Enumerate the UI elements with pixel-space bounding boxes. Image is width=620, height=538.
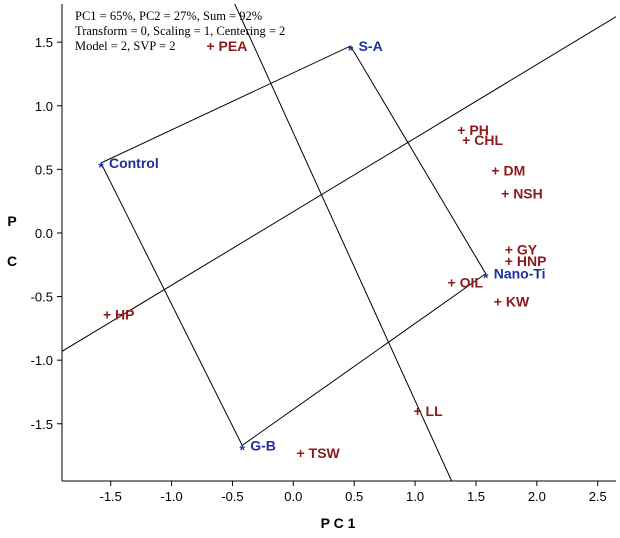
point-marker-s-a: * — [348, 42, 354, 58]
point-label-kw: KW — [506, 294, 530, 310]
x-tick-label: 1.0 — [406, 489, 424, 504]
point-label-control: Control — [109, 155, 159, 171]
x-tick-label: -0.5 — [221, 489, 243, 504]
point-label-tsw: TSW — [309, 445, 341, 461]
x-tick-label: -1.0 — [160, 489, 182, 504]
y-tick-label: -1.0 — [31, 353, 53, 368]
point-label-hp: HP — [115, 306, 134, 322]
point-marker-tsw: + — [297, 445, 305, 461]
y-axis-title-line-2: C — [7, 253, 17, 269]
y-axis: -1.5 -1.0 -0.5 0.0 0.5 1.0 1.5 — [31, 4, 63, 481]
x-axis: -1.5 -1.0 -0.5 0.0 0.5 1.0 1.5 2.0 2.5 — [62, 480, 616, 504]
point-marker-chl: + — [462, 132, 470, 148]
point-marker-pea: + — [206, 38, 214, 54]
info-line-1: PC1 = 65%, PC2 = 27%, Sum = 92% — [75, 9, 262, 23]
data-points: * S-A* Control* Nano-Ti* G-B+ PEA+ PH+ CHL+ DM+ N… — [98, 38, 546, 461]
y-tick-label: 1.0 — [35, 99, 53, 114]
y-tick-label: 1.5 — [35, 35, 53, 50]
y-axis-title: P C — [7, 213, 17, 269]
point-label-chl: CHL — [474, 132, 503, 148]
info-line-2: Transform = 0, Scaling = 1, Centering = … — [75, 24, 285, 38]
point-label-ll: LL — [426, 403, 444, 419]
guide-line-1 — [62, 16, 616, 352]
x-tick-label: 0.5 — [345, 489, 363, 504]
x-tick-label: 0.0 — [284, 489, 302, 504]
point-marker-ph: + — [457, 122, 465, 138]
y-tick-label: -1.5 — [31, 417, 53, 432]
info-line-3: Model = 2, SVP = 2 — [75, 39, 175, 53]
point-marker-control: * — [98, 159, 104, 175]
point-label-gy: GY — [517, 241, 538, 257]
point-marker-dm: + — [491, 163, 499, 179]
y-tick-label: -0.5 — [31, 290, 53, 305]
point-label-ph: PH — [469, 122, 488, 138]
x-tick-label: 2.5 — [589, 489, 607, 504]
point-marker-gy: + — [505, 241, 513, 257]
x-tick-label: 1.5 — [467, 489, 485, 504]
x-axis-title: P C 1 — [321, 515, 356, 531]
point-marker-nano-ti: * — [483, 270, 489, 286]
point-marker-g-b: * — [239, 441, 245, 457]
treatment-hull — [100, 45, 487, 447]
y-tick-label: 0.0 — [35, 226, 53, 241]
point-label-g-b: G-B — [250, 437, 276, 453]
y-tick-label: 0.5 — [35, 162, 53, 177]
x-tick-label: 2.0 — [528, 489, 546, 504]
point-marker-hp: + — [103, 306, 111, 322]
point-label-nsh: NSH — [513, 186, 543, 202]
point-label-oil: OIL — [460, 275, 484, 291]
point-marker-hnp: + — [505, 253, 513, 269]
point-marker-oil: + — [448, 275, 456, 291]
point-label-nano-ti: Nano-Ti — [494, 266, 546, 282]
guide-line-2 — [234, 4, 453, 481]
point-marker-kw: + — [494, 294, 502, 310]
guide-lines — [62, 4, 616, 481]
info-box: PC1 = 65%, PC2 = 27%, Sum = 92% Transfor… — [75, 9, 285, 53]
x-tick-label: -1.5 — [100, 489, 122, 504]
y-axis-title-line-1: P — [7, 213, 16, 229]
point-marker-nsh: + — [501, 186, 509, 202]
treatment-polygon — [100, 45, 487, 447]
point-label-hnp: HNP — [517, 253, 547, 269]
point-marker-ll: + — [413, 403, 421, 419]
point-label-dm: DM — [503, 163, 525, 179]
point-label-s-a: S-A — [359, 38, 383, 54]
point-label-pea: PEA — [219, 38, 248, 54]
